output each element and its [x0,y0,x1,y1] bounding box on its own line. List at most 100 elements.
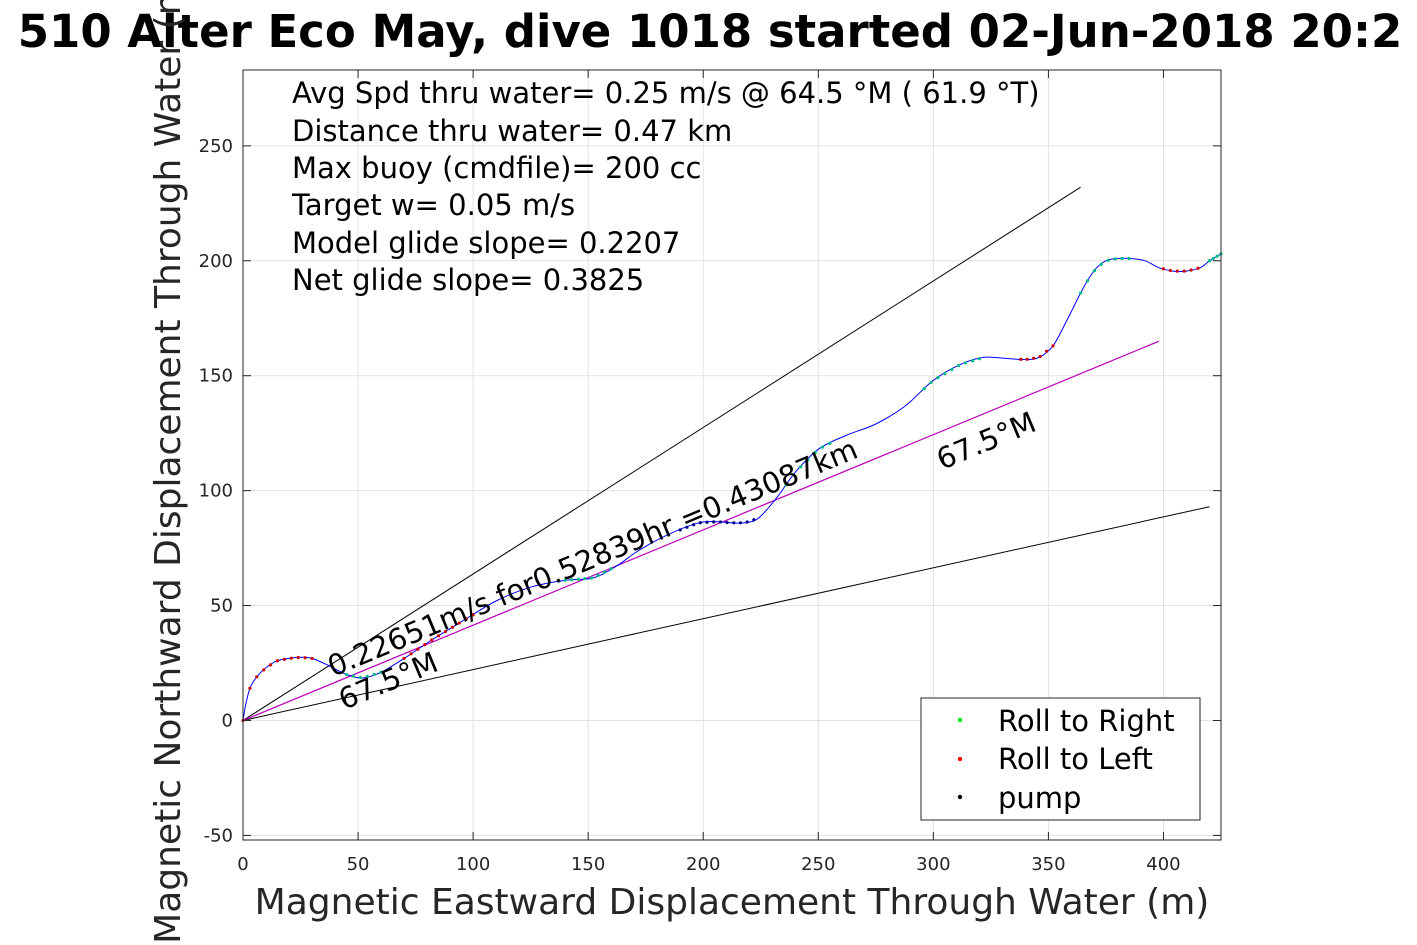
roll-marker [732,521,736,525]
roll-marker [409,652,413,656]
x-tick-label: 250 [801,854,835,875]
roll-marker [929,380,933,385]
roll-marker [738,521,743,525]
roll-marker [1113,257,1117,261]
legend-label-pump: pump [998,781,1081,815]
roll-marker [437,634,441,638]
roll-marker [1207,259,1212,263]
legend-marker-roll-right [957,717,963,723]
y-tick-label: 0 [222,710,233,731]
roll-marker [1127,256,1131,261]
roll-marker [977,357,981,361]
x-tick-label: 400 [1146,854,1180,875]
roll-marker [1025,357,1029,361]
legend-marker-pump [957,794,963,800]
roll-marker [828,441,832,446]
roll-marker [685,525,689,529]
net-heading-line [242,340,1160,722]
roll-marker [282,657,287,661]
roll-marker [698,521,702,525]
roll-marker [351,674,356,678]
stats-text-block: Avg Spd thru water= 0.25 m/s @ 64.5 °M (… [291,76,1040,297]
roll-marker [450,625,455,629]
roll-marker [379,670,383,674]
stat-model-glide-slope: Model glide slope= 0.2207 [292,226,680,260]
roll-marker [1211,256,1215,261]
roll-marker [358,675,362,680]
roll-marker [344,672,349,677]
y-tick-label: 200 [199,251,233,272]
roll-marker [813,450,817,454]
roll-marker [609,567,613,571]
roll-marker [248,686,252,690]
roll-marker [1175,269,1179,273]
x-axis-label: Magnetic Eastward Displacement Through W… [255,882,1210,923]
y-tick-label: -50 [204,825,233,846]
data-series [241,186,1223,723]
roll-marker [1182,269,1186,273]
x-tick-label: 150 [571,854,605,875]
y-tick-label: 250 [199,136,233,157]
roll-marker [963,361,968,365]
stat-net-glide-slope: Net glide slope= 0.3825 [292,263,644,297]
roll-marker [583,577,587,581]
roll-marker [1051,344,1055,348]
roll-marker [416,647,420,651]
track-speed-annotation: 0.22651m/s for0.52839hr =0.43087km [323,432,863,684]
roll-marker [443,629,448,634]
roll-marker [1120,256,1124,261]
y-tick-label: 100 [199,481,233,502]
heading-bound-line [242,506,1210,721]
roll-marker [269,663,273,667]
roll-marker [1092,269,1097,273]
legend-box [920,697,1201,821]
roll-marker [596,573,600,577]
roll-marker [1196,266,1200,270]
roll-marker [589,576,594,580]
roll-marker [1085,279,1090,283]
stat-avg-speed: Avg Spd thru water= 0.25 m/s @ 64.5 °M (… [292,76,1040,110]
roll-marker [1099,262,1103,266]
x-tick-label: 0 [237,854,248,875]
roll-marker [430,638,434,642]
roll-marker [705,520,709,524]
roll-marker [402,656,406,661]
roll-marker [255,675,259,679]
y-tick-label: 50 [210,596,233,617]
roll-marker [745,520,749,524]
roll-marker [1161,267,1166,271]
roll-marker [752,518,756,522]
roll-marker [1168,268,1172,273]
heading-annotation-end: 67.5°M [932,405,1041,477]
roll-marker [471,613,475,617]
roll-marker [791,473,795,477]
roll-marker [1079,291,1083,295]
heading-bound-line [242,186,1081,721]
roll-marker [1044,349,1049,353]
roll-marker [310,656,314,661]
roll-marker [806,457,810,462]
y-tick-label: 150 [199,366,233,387]
roll-marker [725,520,729,525]
roll-marker [1038,354,1042,359]
legend: Roll to Right Roll to Left pump [920,697,1201,821]
axis-ticks: 0 50 100 150 200 250 300 350 400-500501001502002… [199,70,1221,875]
roll-marker [1032,356,1036,360]
roll-marker [1215,254,1219,258]
roll-marker [1189,268,1193,272]
roll-marker [936,376,940,380]
x-tick-label: 50 [347,854,370,875]
roll-marker [692,523,696,527]
chart-title: 510 Alter Eco May, dive 1018 started 02-… [18,5,1403,58]
legend-label-roll-left: Roll to Left [998,742,1153,776]
y-axis-label: Magnetic Northward Displacement Through … [148,0,189,944]
legend-marker-roll-left [957,756,963,762]
roll-marker [423,643,427,647]
roll-marker [678,528,682,532]
roll-marker [303,656,307,660]
roll-marker [296,655,300,660]
roll-marker [563,578,567,582]
roll-marker [820,445,825,449]
roll-marker [922,387,926,391]
